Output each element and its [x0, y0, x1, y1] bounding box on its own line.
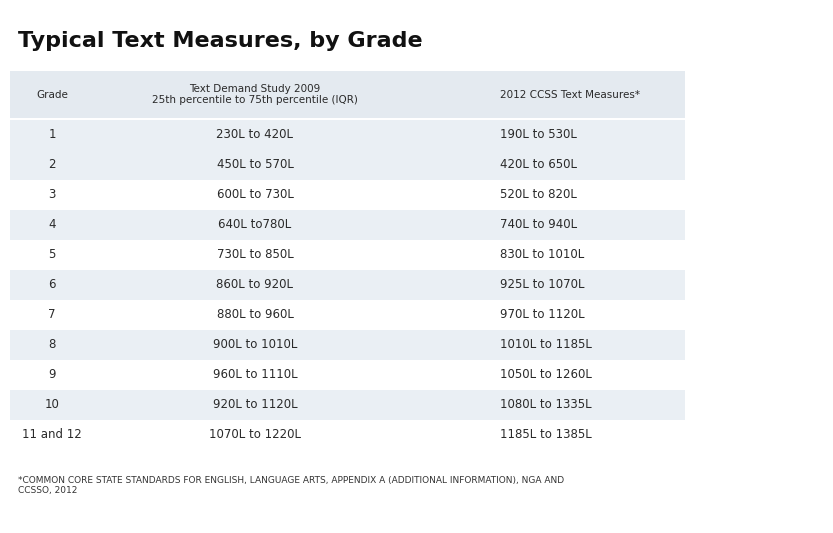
Text: 10: 10 — [44, 399, 59, 411]
Text: Text Demand Study 2009
25th percentile to 75th percentile (IQR): Text Demand Study 2009 25th percentile t… — [152, 84, 358, 106]
Text: 230L to 420L: 230L to 420L — [217, 128, 293, 141]
Text: 600L to 730L: 600L to 730L — [217, 189, 293, 201]
Text: 880L to 960L: 880L to 960L — [217, 309, 293, 321]
Text: 920L to 1120L: 920L to 1120L — [212, 399, 297, 411]
Text: 830L to 1010L: 830L to 1010L — [500, 248, 584, 262]
Text: 970L to 1120L: 970L to 1120L — [500, 309, 585, 321]
Text: 3: 3 — [48, 189, 56, 201]
Text: 1: 1 — [48, 128, 56, 141]
Text: 4: 4 — [48, 219, 56, 231]
Bar — [10, 330, 685, 360]
Text: 730L to 850L: 730L to 850L — [217, 248, 293, 262]
Text: 5: 5 — [48, 248, 56, 262]
Bar — [10, 210, 685, 240]
Text: 450L to 570L: 450L to 570L — [217, 158, 293, 172]
Text: 1070L to 1220L: 1070L to 1220L — [209, 429, 301, 441]
Text: 860L to 920L: 860L to 920L — [217, 279, 293, 292]
Text: 9: 9 — [48, 368, 56, 382]
Bar — [10, 270, 685, 300]
Text: 640L to780L: 640L to780L — [218, 219, 292, 231]
Text: 1010L to 1185L: 1010L to 1185L — [500, 338, 592, 351]
Text: 1185L to 1385L: 1185L to 1385L — [500, 429, 591, 441]
Text: 1050L to 1260L: 1050L to 1260L — [500, 368, 592, 382]
Bar — [10, 120, 685, 150]
Text: 900L to 1010L: 900L to 1010L — [212, 338, 297, 351]
Text: Typical Text Measures, by Grade: Typical Text Measures, by Grade — [18, 31, 422, 51]
Text: 2012 CCSS Text Measures*: 2012 CCSS Text Measures* — [500, 90, 640, 100]
Text: 2: 2 — [48, 158, 56, 172]
Text: *COMMON CORE STATE STANDARDS FOR ENGLISH, LANGUAGE ARTS, APPENDIX A (ADDITIONAL : *COMMON CORE STATE STANDARDS FOR ENGLISH… — [18, 475, 564, 495]
Bar — [10, 71, 685, 118]
Text: 740L to 940L: 740L to 940L — [500, 219, 577, 231]
Text: 420L to 650L: 420L to 650L — [500, 158, 577, 172]
Text: 1080L to 1335L: 1080L to 1335L — [500, 399, 591, 411]
Text: 925L to 1070L: 925L to 1070L — [500, 279, 585, 292]
Text: 190L to 530L: 190L to 530L — [500, 128, 577, 141]
Text: 8: 8 — [48, 338, 56, 351]
Text: Grade: Grade — [36, 90, 68, 100]
Text: 7: 7 — [48, 309, 56, 321]
Bar — [10, 390, 685, 420]
Text: 11 and 12: 11 and 12 — [22, 429, 82, 441]
Text: 6: 6 — [48, 279, 56, 292]
Text: 960L to 1110L: 960L to 1110L — [212, 368, 297, 382]
Bar — [10, 150, 685, 180]
Text: 520L to 820L: 520L to 820L — [500, 189, 577, 201]
